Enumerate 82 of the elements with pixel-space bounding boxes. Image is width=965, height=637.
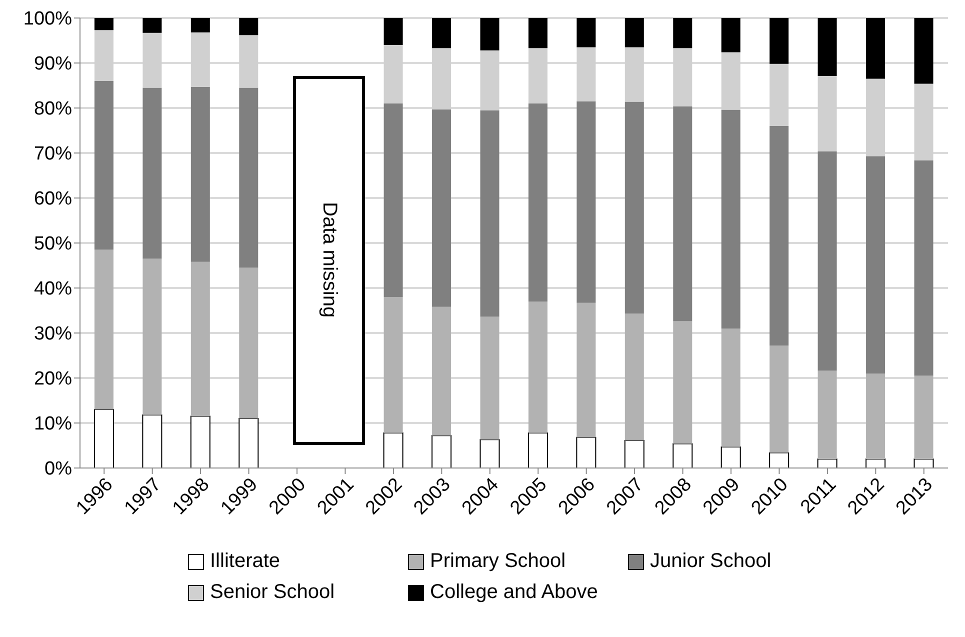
annotation: Data missing — [318, 202, 341, 318]
y-tick-label: 20% — [34, 368, 72, 390]
bar — [480, 439, 500, 468]
y-tick-label: 30% — [34, 324, 72, 345]
bar — [190, 416, 210, 468]
y-tick-label: 50% — [34, 234, 72, 255]
bar — [818, 18, 837, 76]
y-tick-label: 0% — [44, 458, 72, 480]
bar — [866, 78, 886, 156]
bar — [384, 18, 403, 45]
y-tick-label: 40% — [34, 278, 72, 300]
bar — [528, 18, 548, 48]
bar — [432, 109, 452, 307]
legend-label: Illiterate — [210, 550, 280, 573]
bar — [720, 446, 741, 468]
bar — [94, 18, 114, 30]
bar — [480, 110, 500, 317]
bar — [142, 32, 162, 88]
bar — [576, 18, 596, 48]
bar — [190, 18, 210, 32]
bar — [432, 18, 452, 48]
bar — [818, 76, 837, 152]
bar — [672, 443, 693, 468]
bar — [770, 64, 789, 126]
bar — [866, 156, 886, 374]
bar — [576, 436, 596, 468]
y-tick-label: 80% — [34, 98, 72, 120]
bar — [624, 47, 644, 102]
y-tick-label: 90% — [34, 54, 72, 75]
legend-label: College and Above — [430, 581, 598, 604]
y-tick-label: 60% — [34, 188, 72, 210]
bar — [239, 88, 258, 268]
bar — [142, 414, 162, 468]
bar — [528, 48, 548, 104]
bar — [673, 48, 692, 106]
note-box: Data missing — [292, 76, 366, 444]
bar — [190, 32, 210, 87]
bar — [432, 48, 452, 110]
legend-label: Senior School — [210, 581, 335, 604]
bar — [914, 84, 934, 160]
bar — [624, 102, 644, 314]
bar — [239, 35, 258, 88]
legend-label: Junior School — [650, 550, 772, 573]
bar — [914, 18, 934, 84]
bar — [721, 18, 740, 52]
bar — [866, 458, 886, 468]
bar — [94, 30, 114, 81]
y-tick-label: 70% — [34, 144, 72, 165]
bar — [818, 151, 837, 371]
bar — [383, 432, 404, 468]
bar — [190, 86, 210, 262]
bar — [817, 458, 838, 468]
bar — [238, 418, 259, 468]
bar — [624, 18, 644, 48]
bar — [142, 18, 162, 33]
bar — [576, 47, 596, 102]
bar — [721, 110, 740, 328]
bar — [94, 409, 114, 468]
bar — [480, 50, 500, 110]
bar — [624, 440, 644, 468]
bar — [576, 101, 596, 303]
bar — [528, 104, 548, 302]
bar — [528, 432, 548, 468]
bar — [721, 52, 740, 110]
bar — [384, 104, 403, 297]
bar — [673, 18, 692, 48]
bar — [384, 45, 403, 104]
y-tick-label: 10% — [34, 414, 72, 435]
bar — [673, 106, 692, 322]
bar — [770, 126, 789, 346]
y-tick-label: 100% — [23, 8, 72, 30]
bar — [480, 18, 500, 50]
bar — [914, 160, 934, 376]
bar — [432, 435, 452, 468]
bar — [914, 458, 934, 468]
legend-label: Primary School — [430, 550, 566, 573]
bar — [142, 88, 162, 259]
bar — [94, 81, 114, 250]
bar — [769, 452, 790, 468]
bar — [866, 18, 886, 79]
bar — [770, 18, 789, 64]
bar — [239, 18, 258, 36]
